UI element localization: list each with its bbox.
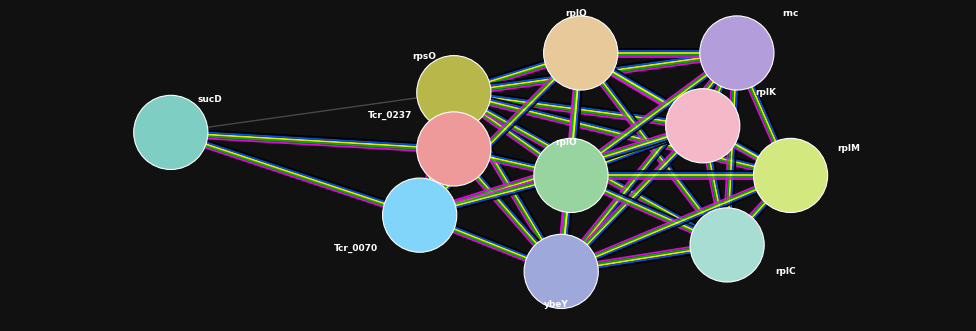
Text: rplQ: rplQ — [565, 9, 587, 18]
Ellipse shape — [700, 16, 774, 90]
Ellipse shape — [534, 138, 608, 213]
Ellipse shape — [544, 16, 618, 90]
Text: rplK: rplK — [755, 88, 777, 97]
Ellipse shape — [417, 112, 491, 186]
Text: sucD: sucD — [197, 95, 223, 104]
Text: ybeY: ybeY — [544, 300, 569, 309]
Text: rplO: rplO — [555, 138, 577, 147]
Ellipse shape — [383, 178, 457, 252]
Text: rplM: rplM — [837, 144, 861, 154]
Ellipse shape — [524, 234, 598, 308]
Text: rplC: rplC — [775, 267, 796, 276]
Ellipse shape — [690, 208, 764, 282]
Ellipse shape — [134, 95, 208, 169]
Ellipse shape — [753, 138, 828, 213]
Text: Tcr_0237: Tcr_0237 — [368, 111, 413, 120]
Text: rnc: rnc — [783, 9, 798, 18]
Ellipse shape — [666, 89, 740, 163]
Ellipse shape — [417, 56, 491, 130]
Text: Tcr_0070: Tcr_0070 — [334, 244, 379, 253]
Text: rpsO: rpsO — [413, 52, 436, 61]
